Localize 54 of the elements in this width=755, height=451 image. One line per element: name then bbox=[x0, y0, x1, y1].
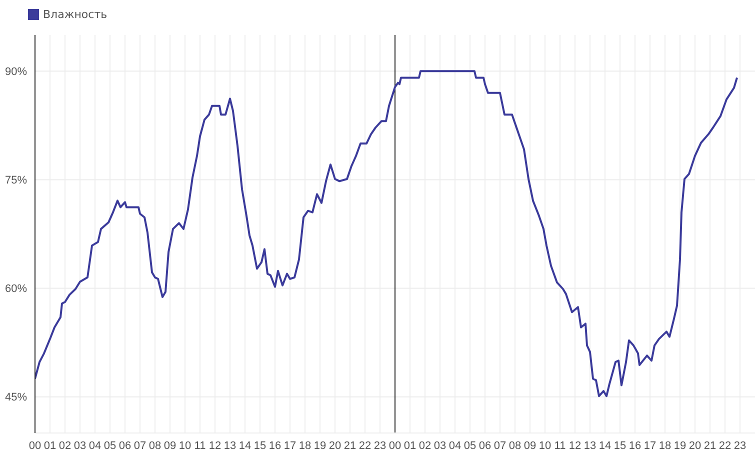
y-tick-label: 90% bbox=[4, 66, 28, 78]
x-tick-label: 01 bbox=[404, 440, 416, 451]
y-tick-label: 75% bbox=[4, 174, 28, 187]
x-tick-label: 15 bbox=[614, 440, 626, 451]
x-tick-label: 12 bbox=[568, 440, 582, 451]
x-tick-label: 03 bbox=[74, 440, 86, 451]
x-tick-label: 08 bbox=[508, 440, 522, 451]
x-tick-label: 14 bbox=[238, 440, 252, 451]
x-tick-label: 22 bbox=[358, 440, 372, 451]
x-tick-label: 04 bbox=[448, 440, 462, 451]
line-series bbox=[35, 70, 738, 398]
x-tick-label: 20 bbox=[688, 440, 702, 451]
x-tick-label: 10 bbox=[538, 440, 552, 451]
x-tick-label: 05 bbox=[104, 440, 116, 451]
x-tick-label: 17 bbox=[644, 440, 656, 451]
x-tick-label: 08 bbox=[148, 440, 162, 451]
x-tick-label: 09 bbox=[524, 440, 536, 451]
x-tick-label: 06 bbox=[118, 440, 132, 451]
y-tick-label: 45% bbox=[4, 392, 28, 404]
x-tick-label: 06 bbox=[478, 440, 492, 451]
x-tick-label: 09 bbox=[164, 440, 176, 451]
x-tick-label: 04 bbox=[88, 440, 102, 451]
x-tick-label: 23 bbox=[374, 440, 386, 451]
x-tick-label: 05 bbox=[464, 440, 476, 451]
x-tick-label: 01 bbox=[44, 440, 56, 451]
x-tick-label: 11 bbox=[554, 440, 566, 451]
x-tick-label: 21 bbox=[344, 440, 356, 451]
x-tick-label: 10 bbox=[178, 440, 192, 451]
x-tick-label: 15 bbox=[254, 440, 266, 451]
x-tick-label: 22 bbox=[718, 440, 732, 451]
x-tick-label: 19 bbox=[314, 440, 326, 451]
x-tick-label: 21 bbox=[704, 440, 716, 451]
x-tick-label: 12 bbox=[208, 440, 222, 451]
x-tick-label: 19 bbox=[674, 440, 686, 451]
x-tick-label: 17 bbox=[284, 440, 296, 451]
x-tick-label: 03 bbox=[434, 440, 446, 451]
x-tick-label: 02 bbox=[418, 440, 432, 451]
x-tick-label: 16 bbox=[268, 440, 282, 451]
x-tick-label: 13 bbox=[224, 440, 236, 451]
x-tick-label: 00 bbox=[28, 440, 42, 451]
x-tick-label: 16 bbox=[628, 440, 642, 451]
x-tick-label: 18 bbox=[298, 440, 312, 451]
x-tick-label: 02 bbox=[58, 440, 72, 451]
x-tick-label: 11 bbox=[194, 440, 206, 451]
legend-label: Влажность bbox=[43, 8, 108, 21]
x-tick-label: 07 bbox=[134, 440, 146, 451]
x-tick-label: 07 bbox=[494, 440, 506, 451]
x-tick-label: 20 bbox=[328, 440, 342, 451]
y-tick-label: 60% bbox=[4, 283, 28, 296]
x-tick-label: 23 bbox=[734, 440, 746, 451]
x-tick-label: 18 bbox=[658, 440, 672, 451]
x-tick-label: 14 bbox=[598, 440, 612, 451]
x-tick-label: 00 bbox=[388, 440, 402, 451]
x-tick-label: 13 bbox=[584, 440, 596, 451]
